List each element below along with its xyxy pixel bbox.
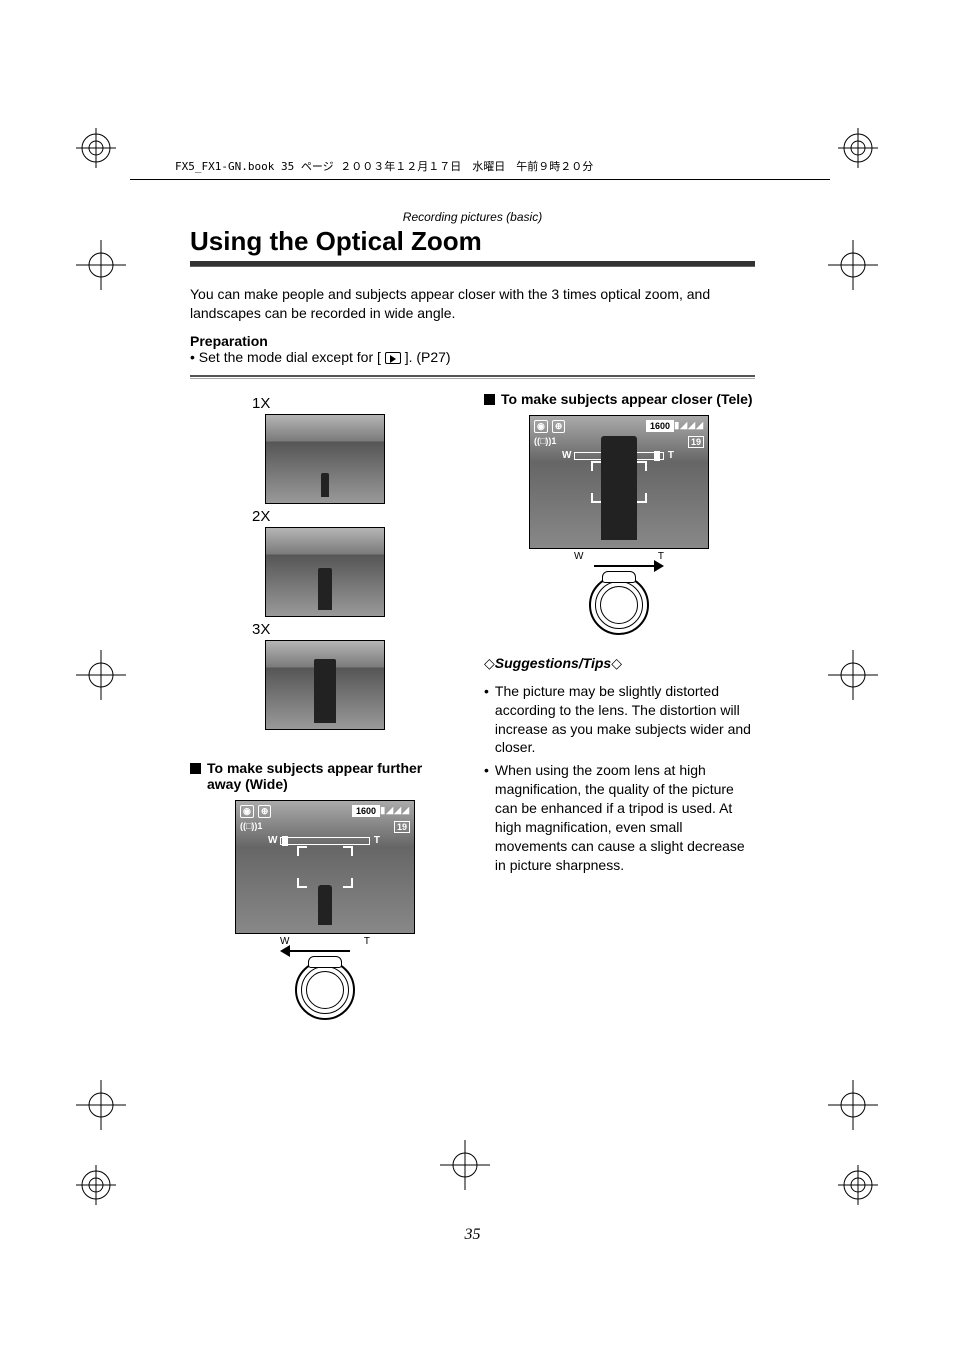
camera-mode-icon: ◉ [240,805,254,818]
crop-mark-icon [828,650,878,700]
tip-text: The picture may be slightly distorted ac… [495,682,754,758]
lever-t-icon: T [364,936,370,947]
lcd-battery-icon: ▮◢◢◢ [674,420,704,431]
zoom-label-1x: 1X [252,395,270,412]
zoom-image-3x [265,640,385,730]
zoom-label-3x: 3X [252,621,270,638]
registration-mark-icon [76,1165,116,1205]
preparation-heading: Preparation [190,333,755,349]
lever-labels: W T [280,936,370,947]
lcd-top-icons: ◉ ⊕ [534,420,565,433]
lcd-stabilizer-icon: ((□))1 [534,436,556,446]
zoom-image-1x [265,414,385,504]
lcd-tele: ◉ ⊕ 1600 ▮◢◢◢ ((□))1 19 W T [529,415,709,549]
af-frame [297,846,353,888]
registration-mark-icon [76,128,116,168]
zoom-t-label: T [668,450,674,461]
lens-ring-icon [589,575,649,635]
crop-mark-icon [76,650,126,700]
tele-heading-text: To make subjects appear closer (Tele) [501,391,753,407]
page-title: Using the Optical Zoom [190,226,755,257]
two-column-layout: 1X 2X 3X To make subjects appear further… [190,391,755,1040]
crop-mark-icon [828,240,878,290]
playback-icon [385,352,401,364]
tip-item: •The picture may be slightly distorted a… [484,682,754,758]
lcd-wide-subject [318,885,332,925]
lcd-tele-subject [601,436,637,540]
crop-mark-icon [440,1140,490,1190]
lens-ring-icon [295,960,355,1020]
flash-icon: ⊕ [258,805,272,818]
crop-mark-icon [76,240,126,290]
zoom-knob-wide [282,836,288,846]
lcd-battery-icon: ▮◢◢◢ [380,805,410,816]
lever-t-icon: T [658,551,664,562]
lcd-top-icons: ◉ ⊕ [240,805,271,818]
separator-rule [190,375,755,379]
zoom-example-stack: 1X 2X 3X [190,395,460,734]
zoom-w-label: W [562,450,571,461]
registration-mark-icon [838,128,878,168]
zoom-lever-icon [308,956,342,968]
lcd-zoom-bar: W T [280,837,370,845]
zoom-image-2x [265,527,385,617]
lcd-frame-count: 19 [394,821,410,833]
lcd-stabilizer-icon: ((□))1 [240,821,262,831]
square-bullet-icon [190,763,201,774]
page-content: Recording pictures (basic) Using the Opt… [190,140,755,1040]
diamond-icon: ◇ [484,655,495,671]
left-column: 1X 2X 3X To make subjects appear further… [190,391,460,1040]
zoom-lever-icon [602,571,636,583]
square-bullet-icon [484,394,495,405]
crop-mark-icon [828,1080,878,1130]
zoom-label-2x: 2X [252,508,270,525]
lcd-frame-count: 19 [688,436,704,448]
wide-heading-text: To make subjects appear further away (Wi… [207,760,460,792]
lever-w-icon: W [280,936,289,947]
tip-text: When using the zoom lens at high magnifi… [495,761,754,874]
lcd-resolution: 1600 [352,805,380,817]
right-column: To make subjects appear closer (Tele) ◉ … [484,391,754,1040]
zoom-lever-tele-figure: W T [574,559,664,635]
zoom-knob-tele [654,451,660,461]
lever-labels: W T [574,551,664,562]
tip-item: •When using the zoom lens at high magnif… [484,761,754,874]
intro-text: You can make people and subjects appear … [190,285,755,323]
prep-suffix: ]. (P27) [405,349,451,365]
section-label: Recording pictures (basic) [190,210,755,224]
camera-mode-icon: ◉ [534,420,548,433]
tips-list: •The picture may be slightly distorted a… [484,682,754,875]
crop-mark-icon [76,1080,126,1130]
flash-icon: ⊕ [552,420,566,433]
diamond-icon: ◇ [611,655,622,671]
tele-heading: To make subjects appear closer (Tele) [484,391,754,407]
preparation-line: • Set the mode dial except for [ ]. (P27… [190,349,755,365]
lcd-resolution: 1600 [646,420,674,432]
page-number: 35 [190,1226,755,1244]
zoom-t-label: T [374,835,380,846]
wide-heading: To make subjects appear further away (Wi… [190,760,460,792]
tips-heading: ◇Suggestions/Tips◇ [484,655,754,672]
registration-mark-icon [838,1165,878,1205]
zoom-w-label: W [268,835,277,846]
lever-w-icon: W [574,551,583,562]
prep-prefix: • Set the mode dial except for [ [190,349,381,365]
lcd-wide: ◉ ⊕ 1600 ▮◢◢◢ ((□))1 19 W T [235,800,415,934]
title-rule [190,261,755,267]
zoom-lever-wide-figure: W T [280,944,370,1020]
